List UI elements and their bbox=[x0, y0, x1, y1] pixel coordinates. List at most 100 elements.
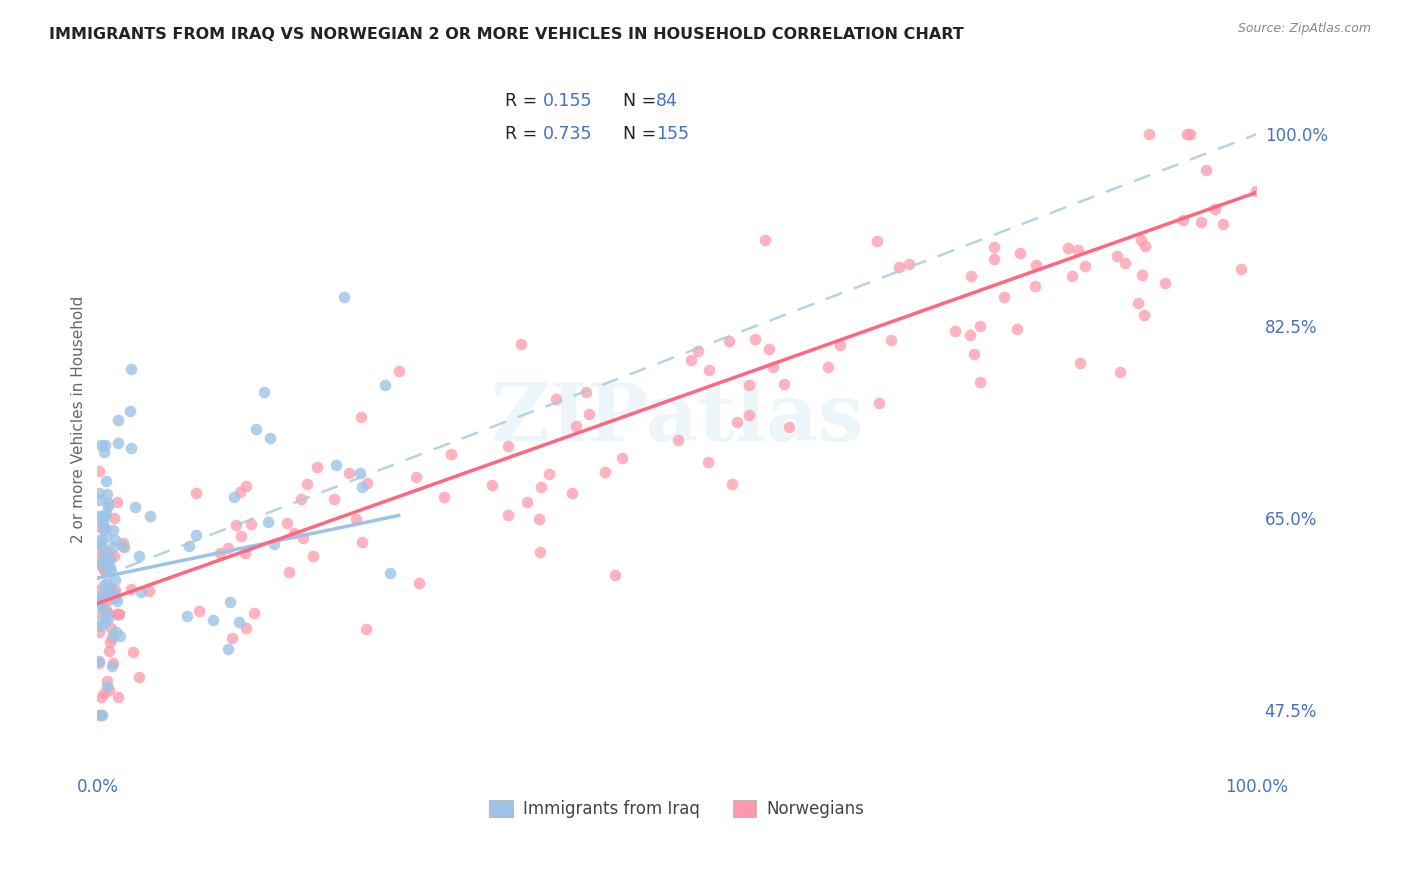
Point bbox=[101, 656, 124, 670]
Point bbox=[98, 582, 121, 597]
Point bbox=[90, 540, 112, 554]
Point bbox=[112, 536, 135, 550]
Point bbox=[101, 631, 124, 645]
Point bbox=[177, 539, 200, 553]
Point bbox=[184, 528, 207, 542]
Point bbox=[105, 625, 128, 640]
Point bbox=[1073, 259, 1095, 273]
Point bbox=[97, 644, 120, 658]
Point bbox=[356, 475, 378, 490]
Point bbox=[292, 531, 315, 545]
Point bbox=[124, 500, 146, 515]
Point bbox=[1189, 215, 1212, 229]
Point bbox=[93, 578, 115, 592]
Point bbox=[96, 487, 118, 501]
Point bbox=[817, 359, 839, 374]
Point bbox=[1005, 322, 1028, 336]
Point bbox=[94, 509, 117, 524]
Point bbox=[101, 659, 124, 673]
Point bbox=[737, 378, 759, 392]
Point bbox=[94, 603, 117, 617]
Point bbox=[245, 422, 267, 436]
Point bbox=[388, 364, 411, 378]
Text: 155: 155 bbox=[657, 125, 689, 143]
Point bbox=[129, 585, 152, 599]
Point bbox=[1204, 202, 1226, 217]
Point bbox=[97, 581, 120, 595]
Point bbox=[538, 467, 561, 481]
Point bbox=[90, 509, 112, 524]
Text: 0.155: 0.155 bbox=[543, 93, 592, 111]
Point bbox=[94, 559, 117, 574]
Point bbox=[498, 508, 520, 523]
Point bbox=[1171, 212, 1194, 227]
Point bbox=[87, 596, 110, 610]
Point bbox=[87, 582, 110, 597]
Point bbox=[1108, 365, 1130, 379]
Point bbox=[105, 594, 128, 608]
Point bbox=[744, 332, 766, 346]
Point bbox=[380, 566, 402, 581]
Point bbox=[754, 233, 776, 247]
Point bbox=[90, 690, 112, 705]
Point bbox=[96, 607, 118, 622]
Point bbox=[107, 436, 129, 450]
Point bbox=[440, 447, 463, 461]
Point bbox=[527, 512, 550, 526]
Point bbox=[969, 318, 991, 333]
Point bbox=[90, 605, 112, 619]
Point bbox=[983, 240, 1005, 254]
Point bbox=[105, 607, 128, 622]
Point bbox=[349, 466, 371, 480]
Point bbox=[101, 523, 124, 537]
Point bbox=[1060, 268, 1083, 283]
Point bbox=[564, 419, 586, 434]
Point bbox=[97, 500, 120, 514]
Point bbox=[90, 532, 112, 546]
Point bbox=[305, 459, 328, 474]
Point bbox=[108, 629, 131, 643]
Point bbox=[97, 611, 120, 625]
Point bbox=[969, 376, 991, 390]
Point bbox=[87, 593, 110, 607]
Point bbox=[350, 409, 373, 424]
Point bbox=[93, 547, 115, 561]
Point bbox=[87, 485, 110, 500]
Point bbox=[107, 413, 129, 427]
Point bbox=[224, 490, 246, 504]
Point bbox=[97, 588, 120, 602]
Point bbox=[408, 576, 430, 591]
Point bbox=[868, 396, 890, 410]
Point bbox=[758, 342, 780, 356]
Point bbox=[1175, 128, 1198, 142]
Point bbox=[253, 384, 276, 399]
Point bbox=[98, 551, 121, 566]
Point bbox=[778, 420, 800, 434]
Point bbox=[1056, 241, 1078, 255]
Text: Source: ZipAtlas.com: Source: ZipAtlas.com bbox=[1237, 22, 1371, 36]
Point bbox=[240, 517, 263, 532]
Point bbox=[960, 268, 983, 283]
Point bbox=[201, 613, 224, 627]
Point bbox=[87, 535, 110, 549]
Point bbox=[666, 433, 689, 447]
Point bbox=[93, 563, 115, 577]
Point bbox=[93, 563, 115, 577]
Text: N =: N = bbox=[612, 93, 662, 111]
Point bbox=[959, 327, 981, 342]
Point bbox=[107, 690, 129, 705]
Point bbox=[96, 679, 118, 693]
Point bbox=[697, 363, 720, 377]
Point bbox=[1114, 255, 1136, 269]
Point bbox=[1133, 238, 1156, 252]
Point bbox=[94, 550, 117, 565]
Point bbox=[120, 441, 142, 455]
Point bbox=[91, 708, 114, 723]
Point bbox=[259, 431, 281, 445]
Point bbox=[111, 539, 134, 553]
Point bbox=[87, 509, 110, 524]
Point bbox=[120, 404, 142, 418]
Point bbox=[94, 615, 117, 629]
Point bbox=[122, 645, 145, 659]
Point bbox=[283, 525, 305, 540]
